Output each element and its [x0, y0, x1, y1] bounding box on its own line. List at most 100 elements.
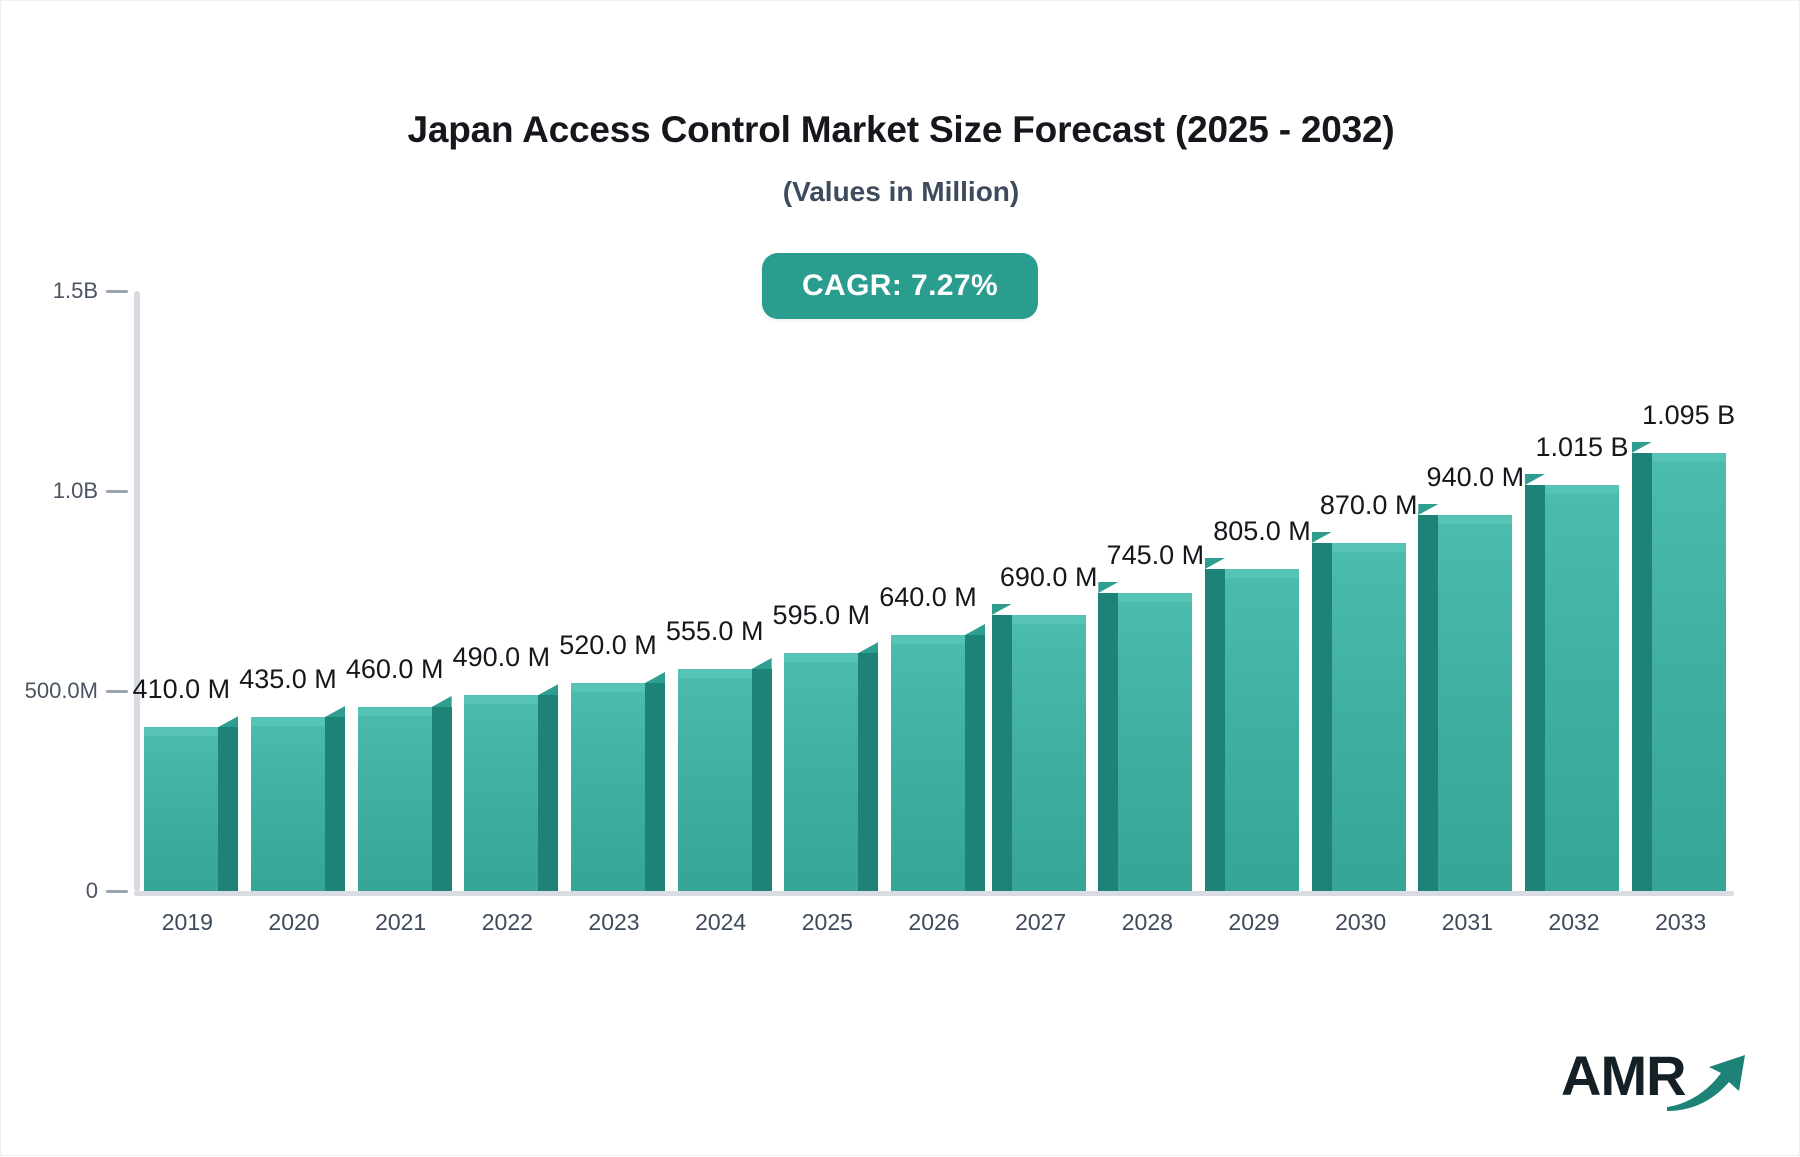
bar-column[interactable]: 595.0 M [773, 291, 879, 891]
x-axis-label: 2020 [268, 909, 320, 935]
bar-top-bevel [991, 604, 1012, 615]
cagr-badge: CAGR: 7.27% [761, 253, 1039, 319]
bar-series: 410.0 M 435.0 M 460.0 M 490.0 M 520.0 M 555.0… [133, 291, 1735, 891]
x-axis-label: 2025 [801, 909, 853, 935]
bar[interactable] [357, 696, 452, 891]
bar-top-face [571, 683, 645, 692]
bar-value-label: 940.0 M [1426, 462, 1525, 492]
bar-top-bevel [1525, 474, 1545, 485]
bar-front-face [144, 727, 219, 891]
bar-top-face [251, 717, 325, 726]
bar-top-face [1011, 615, 1086, 624]
x-axis-label: 2021 [375, 909, 427, 935]
bar-top-bevel [965, 624, 985, 635]
bar-column[interactable]: 940.0 M [1418, 291, 1524, 891]
bar-front-face [571, 683, 645, 891]
bar-top-bevel [1205, 558, 1225, 569]
amr-logo-text: AMR [1561, 1044, 1687, 1107]
bar-top-face [1118, 593, 1193, 602]
y-axis-tick-label: 0 [85, 878, 98, 903]
bar-column[interactable]: 555.0 M [666, 291, 772, 891]
bar-side-face [1205, 569, 1225, 891]
bar-front-face [464, 695, 539, 891]
bar-column[interactable]: 745.0 M [1098, 291, 1204, 891]
bar-value-label: 410.0 M [132, 674, 231, 704]
y-axis-tick-mark [106, 490, 128, 493]
bar[interactable] [1418, 504, 1513, 891]
bar-column[interactable]: 690.0 M [991, 291, 1097, 891]
bar-side-face [858, 653, 879, 891]
bar-column[interactable]: 1.015 B [1525, 291, 1629, 891]
bar[interactable] [784, 642, 879, 891]
bar-side-face [431, 707, 452, 891]
bar-front-face [357, 707, 432, 891]
y-axis-tick-label: 1.0B [52, 478, 98, 503]
bar-value-label: 690.0 M [999, 562, 1098, 592]
trend-up-arrow-icon [1667, 1055, 1745, 1111]
y-axis-tick-mark [106, 890, 128, 893]
x-axis-label: 2027 [1015, 909, 1067, 935]
bar-column[interactable]: 410.0 M [133, 291, 239, 891]
bar[interactable] [891, 624, 985, 891]
bar-column[interactable]: 490.0 M [453, 291, 559, 891]
bar-column[interactable]: 640.0 M [879, 291, 985, 891]
bar-front-face [1225, 569, 1299, 891]
bar-top-face [677, 669, 752, 678]
bar[interactable] [571, 672, 665, 891]
page-subtitle: (Values in Million) [782, 176, 1020, 207]
bar-column[interactable]: 805.0 M [1205, 291, 1311, 891]
bar-top-bevel [1418, 504, 1439, 515]
bar-top-bevel [751, 658, 772, 669]
bar-front-face [784, 653, 859, 891]
bar[interactable] [677, 658, 772, 891]
x-axis-label: 2032 [1548, 909, 1600, 935]
x-axis-label: 2026 [908, 909, 960, 935]
bar-column[interactable]: 460.0 M [346, 291, 452, 891]
x-axis-label: 2024 [695, 909, 747, 935]
bar-side-face [538, 695, 559, 891]
bar[interactable] [1525, 474, 1619, 891]
bar-front-face [891, 635, 965, 891]
bar[interactable] [1098, 582, 1193, 891]
bar-top-face [1651, 453, 1726, 462]
bar-value-label: 460.0 M [345, 654, 444, 684]
bar-column[interactable]: 520.0 M [559, 291, 665, 891]
bar-top-face [357, 707, 432, 716]
bar-side-face [1098, 593, 1119, 891]
amr-logo: AMR [1561, 1045, 1751, 1119]
bar-column[interactable]: 435.0 M [239, 291, 345, 891]
bar[interactable] [1205, 558, 1299, 891]
bar-top-bevel [1631, 442, 1652, 453]
bar-top-face [1225, 569, 1299, 578]
bar[interactable] [464, 684, 559, 891]
bar-side-face [218, 727, 239, 891]
bar[interactable] [1631, 442, 1726, 891]
bar-side-face [751, 669, 772, 891]
bar[interactable] [991, 604, 1086, 891]
bar-column[interactable]: 870.0 M [1311, 291, 1417, 891]
bar-top-bevel [858, 642, 879, 653]
bar-front-face [677, 669, 752, 891]
bar-top-bevel [431, 696, 452, 707]
bar[interactable] [251, 706, 345, 891]
page-title: Japan Access Control Market Size Forecas… [407, 109, 1395, 150]
y-axis-tick-label: 500.0M [24, 678, 98, 703]
bar-front-face [1331, 543, 1406, 891]
x-axis-label: 2031 [1441, 909, 1493, 935]
bar-side-face [991, 615, 1012, 891]
bar-front-face [1011, 615, 1086, 891]
bar-top-face [784, 653, 859, 662]
bar[interactable] [144, 716, 239, 891]
bar-value-label: 640.0 M [879, 582, 977, 612]
bar-top-face [1331, 543, 1406, 552]
bar-value-label: 435.0 M [239, 664, 337, 694]
bar-value-label: 870.0 M [1319, 490, 1418, 520]
bar-value-label: 595.0 M [772, 600, 871, 630]
bar-top-face [1438, 515, 1513, 524]
bar-value-label: 520.0 M [559, 630, 657, 660]
bar[interactable] [1311, 532, 1406, 891]
bar-column[interactable]: 1.095 B [1631, 291, 1735, 891]
bar-side-face [645, 683, 665, 891]
